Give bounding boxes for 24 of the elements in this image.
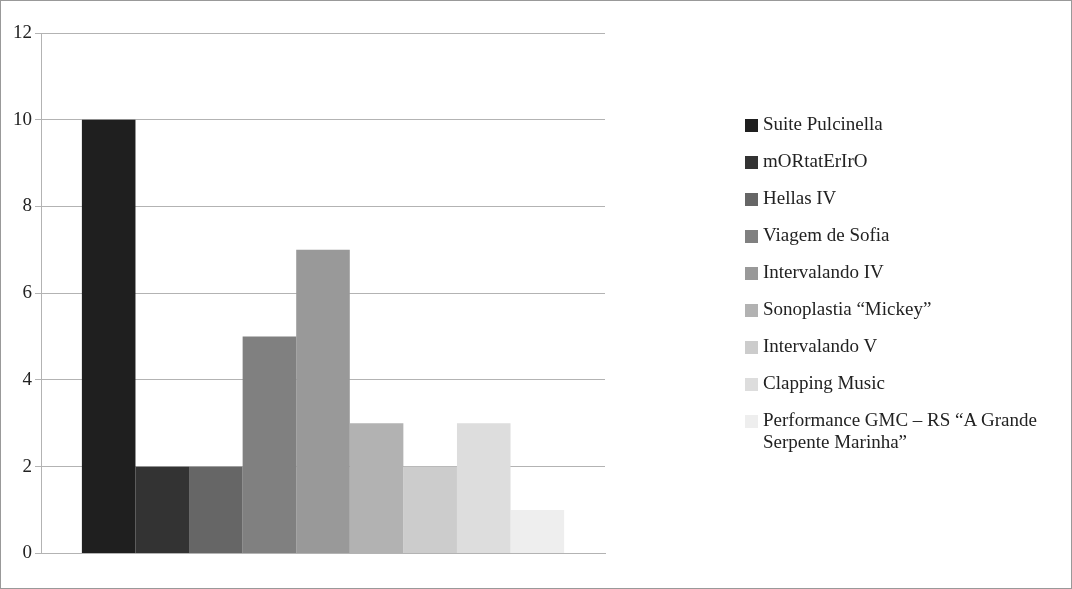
y-tick-label: 2 xyxy=(22,454,32,476)
legend-label: Performance GMC – RS “A Grande Serpente Marinha” xyxy=(763,409,1038,453)
legend-label: Suite Pulcinella xyxy=(763,113,883,135)
y-tick-label: 4 xyxy=(22,367,33,389)
y-tick-label: 8 xyxy=(22,194,32,216)
y-tick-label: 6 xyxy=(22,281,32,303)
bar xyxy=(510,510,565,553)
legend-label: Intervalando V xyxy=(763,335,878,357)
y-tick-label: 10 xyxy=(13,107,32,129)
legend-label: Intervalando IV xyxy=(763,261,884,283)
bar xyxy=(242,336,297,553)
legend-label: mORtatErIrO xyxy=(763,150,868,172)
y-tick-label: 0 xyxy=(22,541,32,563)
bar xyxy=(403,466,457,553)
bar xyxy=(81,119,136,553)
bar xyxy=(189,466,243,553)
bar xyxy=(296,249,350,553)
y-tick-label: 12 xyxy=(13,20,32,42)
legend-label: Sonoplastia “Mickey” xyxy=(763,298,932,320)
bar xyxy=(456,423,511,553)
legend-label: Viagem de Sofia xyxy=(763,224,890,246)
legend-label: Clapping Music xyxy=(763,372,885,394)
bar xyxy=(135,466,190,553)
legend-label: Hellas IV xyxy=(763,187,837,209)
